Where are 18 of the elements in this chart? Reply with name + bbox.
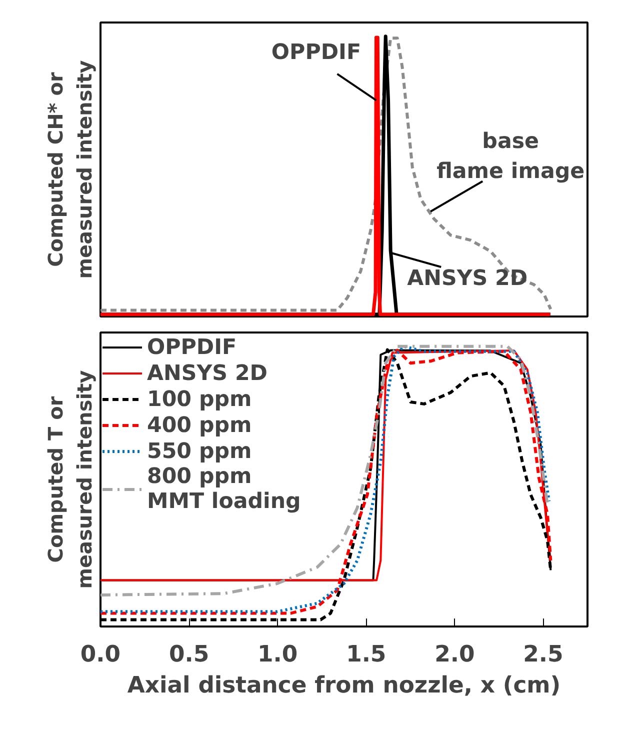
legend-label: ANSYS 2D <box>147 360 268 386</box>
x-tick-label: 0.0 <box>80 642 121 668</box>
legend-label: 550 ppm <box>147 438 252 464</box>
legend-label: OPPDIF <box>147 334 237 360</box>
y-axis-title: Computed T or measured intensity <box>44 370 96 589</box>
annotation: ANSYS 2D <box>407 266 528 291</box>
x-axis-title: Axial distance from nozzle, x (cm) <box>127 672 561 698</box>
x-tick-label: 0.5 <box>168 642 210 668</box>
y-axis-title: Computed CH* or measured intensity <box>44 60 96 279</box>
annotation: OPPDIF <box>271 40 362 65</box>
x-tick-label: 1.5 <box>346 642 386 668</box>
legend-label: 400 ppm <box>147 412 252 438</box>
x-tick-label: 1.0 <box>258 642 298 668</box>
x-tick-label: 2.0 <box>434 642 475 668</box>
x-tick-label: 2.5 <box>523 642 564 668</box>
legend-label: 100 ppm <box>147 386 252 412</box>
annotation: base flame image <box>436 129 585 184</box>
legend-label: 800 ppm MMT loading <box>147 464 301 514</box>
